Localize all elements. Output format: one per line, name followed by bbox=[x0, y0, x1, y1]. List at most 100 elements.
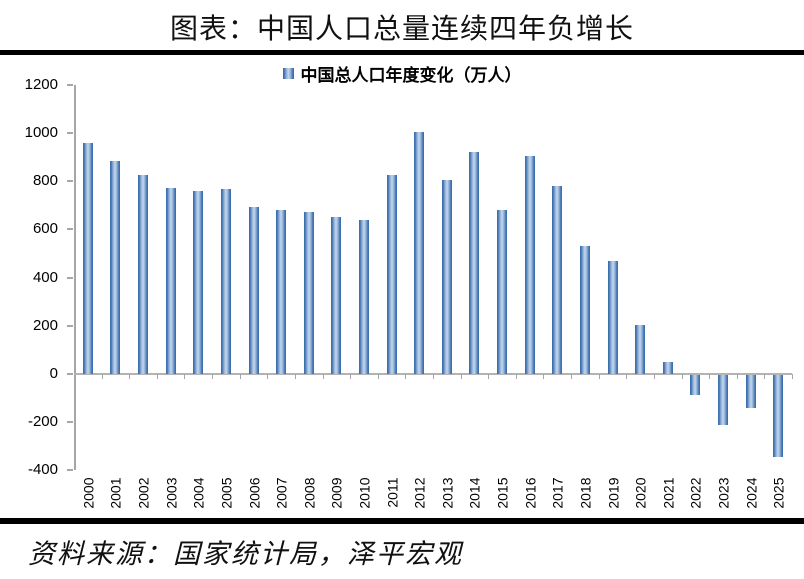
bar-2003 bbox=[165, 187, 176, 374]
y-axis-tick bbox=[67, 84, 73, 86]
x-axis-tick bbox=[681, 373, 683, 379]
bar-2015 bbox=[497, 210, 508, 374]
bar-2017 bbox=[552, 186, 563, 374]
legend-marker-icon bbox=[282, 68, 294, 79]
x-axis-label: 2020 bbox=[632, 477, 649, 509]
y-axis-tick bbox=[67, 276, 73, 279]
x-axis-label: 2021 bbox=[660, 477, 677, 509]
x-axis-tick bbox=[515, 373, 517, 379]
x-axis-tick bbox=[322, 373, 324, 379]
x-axis-tick bbox=[488, 373, 490, 379]
x-axis-tick bbox=[433, 373, 434, 379]
x-axis-tick bbox=[543, 373, 545, 379]
bar-2012 bbox=[414, 131, 425, 374]
x-axis-label: 2008 bbox=[301, 477, 318, 509]
bar-2020 bbox=[635, 324, 646, 374]
x-axis-label: 2011 bbox=[384, 477, 401, 508]
x-axis-tick bbox=[101, 373, 103, 379]
bar-2004 bbox=[193, 190, 204, 374]
y-axis-label: 0 bbox=[49, 364, 58, 382]
y-axis-line bbox=[74, 85, 76, 470]
y-axis-tick bbox=[67, 469, 73, 471]
x-axis-tick bbox=[736, 373, 738, 379]
bar-2024 bbox=[745, 374, 756, 409]
x-axis-label: 2003 bbox=[163, 477, 180, 509]
x-axis-label: 2012 bbox=[411, 477, 428, 509]
bar-2000 bbox=[82, 143, 93, 374]
x-axis-tick bbox=[377, 373, 379, 379]
x-axis-label: 2001 bbox=[107, 477, 124, 509]
top-divider-rule bbox=[0, 50, 804, 55]
x-axis-label: 2010 bbox=[356, 477, 373, 509]
x-axis-label: 2023 bbox=[715, 477, 732, 509]
x-axis-label: 2018 bbox=[577, 477, 594, 509]
bar-2023 bbox=[717, 374, 728, 425]
bar-2021 bbox=[662, 362, 673, 374]
y-axis-label: 1200 bbox=[24, 76, 58, 93]
bar-2007 bbox=[276, 209, 287, 374]
x-axis-tick bbox=[267, 373, 269, 379]
y-axis-label: -200 bbox=[27, 412, 58, 430]
source-note: 资料来源：国家统计局，泽平宏观 bbox=[28, 539, 463, 569]
x-axis-label: 2004 bbox=[190, 477, 207, 509]
x-axis-tick bbox=[626, 373, 628, 379]
bar-2018 bbox=[579, 246, 590, 374]
y-axis-tick bbox=[67, 324, 73, 327]
x-axis-tick bbox=[239, 373, 241, 379]
x-axis-label: 2000 bbox=[80, 477, 97, 509]
legend: 中国总人口年度变化（万人） bbox=[0, 61, 804, 86]
x-axis-tick bbox=[792, 373, 793, 379]
x-axis-tick bbox=[405, 373, 407, 379]
x-axis-label: 2016 bbox=[522, 477, 539, 509]
x-axis-tick bbox=[184, 373, 186, 379]
chart-title: 图表：中国人口总量连续四年负增长 bbox=[169, 14, 634, 45]
bar-2025 bbox=[773, 374, 784, 457]
y-axis-tick bbox=[67, 180, 73, 183]
y-axis-label: 200 bbox=[32, 316, 58, 334]
x-axis-tick bbox=[709, 373, 711, 379]
bar-2016 bbox=[524, 155, 535, 374]
x-axis-label: 2014 bbox=[466, 477, 483, 509]
bottom-divider-rule bbox=[0, 518, 804, 524]
bar-2013 bbox=[441, 180, 452, 374]
bar-2014 bbox=[469, 152, 480, 374]
bar-2022 bbox=[690, 374, 701, 396]
x-axis-label: 2025 bbox=[770, 477, 787, 509]
y-axis-label: -400 bbox=[27, 461, 58, 478]
x-axis-label: 2009 bbox=[328, 477, 345, 509]
bar-2019 bbox=[607, 261, 618, 374]
legend-label: 中国总人口年度变化（万人） bbox=[300, 66, 522, 85]
x-axis-label: 2005 bbox=[218, 477, 235, 509]
x-axis-tick bbox=[764, 373, 766, 379]
x-axis-tick bbox=[156, 373, 158, 379]
y-axis-label: 800 bbox=[32, 172, 58, 190]
x-axis-tick bbox=[74, 373, 75, 379]
x-axis-label: 2013 bbox=[439, 477, 456, 509]
y-axis-tick bbox=[67, 420, 73, 423]
bar-2008 bbox=[303, 211, 314, 374]
x-axis-tick bbox=[571, 373, 573, 379]
y-axis-label: 400 bbox=[32, 268, 58, 286]
x-axis-tick bbox=[350, 373, 352, 379]
bar-2002 bbox=[138, 174, 149, 374]
bar-2001 bbox=[110, 161, 121, 374]
x-axis-label: 2019 bbox=[605, 477, 621, 509]
x-axis-tick bbox=[460, 373, 462, 379]
plot-area bbox=[67, 84, 793, 471]
bar-2010 bbox=[358, 219, 369, 374]
y-axis-tick bbox=[67, 228, 73, 231]
x-axis-tick bbox=[653, 373, 655, 379]
y-axis-label: 600 bbox=[32, 220, 58, 238]
x-axis-label: 2007 bbox=[273, 477, 290, 509]
x-axis-tick bbox=[212, 373, 214, 379]
x-axis-label: 2017 bbox=[549, 477, 566, 509]
bar-2005 bbox=[220, 188, 231, 374]
x-axis-tick bbox=[598, 373, 600, 379]
x-axis-label: 2002 bbox=[135, 477, 152, 509]
y-axis-tick bbox=[67, 132, 73, 135]
bar-2006 bbox=[248, 207, 259, 374]
x-axis-tick bbox=[129, 373, 131, 379]
y-axis-label: 1000 bbox=[24, 124, 58, 142]
y-axis-tick bbox=[67, 372, 73, 375]
